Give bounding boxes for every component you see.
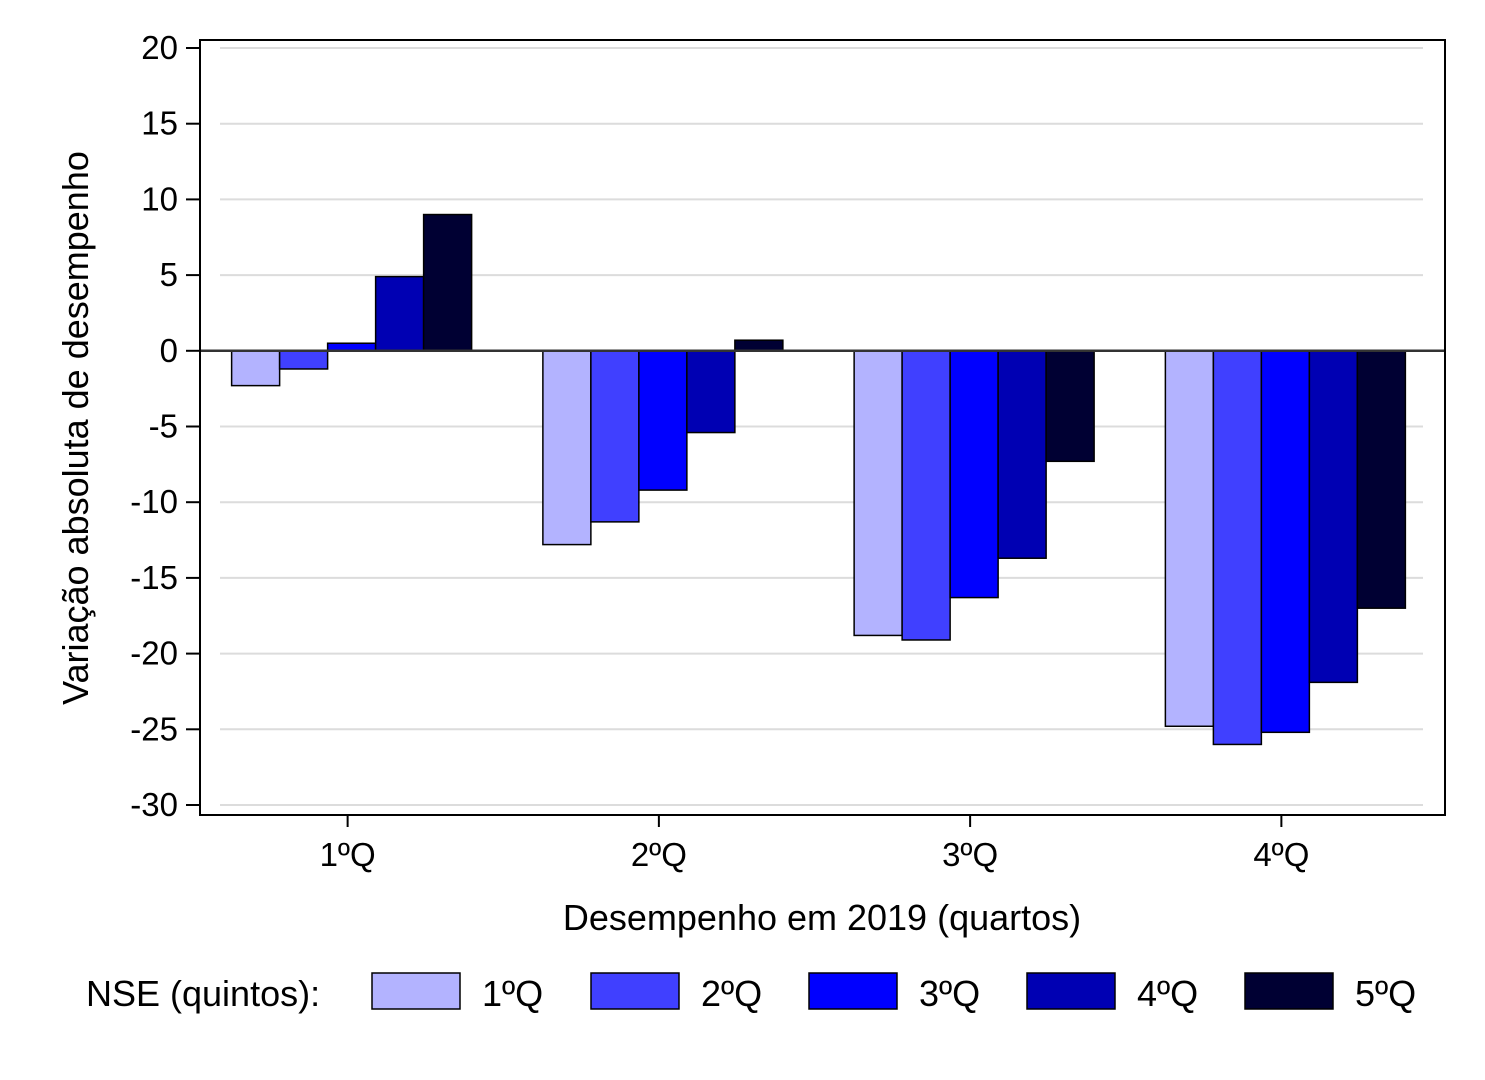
- bar: [1260, 350, 1311, 734]
- x-axis: 1ºQ 2ºQ 3ºQ 4ºQ: [320, 815, 1309, 873]
- legend-label: 5ºQ: [1355, 973, 1416, 1014]
- x-axis-title: Desempenho em 2019 (quartos): [563, 897, 1081, 938]
- bar: [638, 350, 688, 491]
- y-tick-label: -20: [130, 635, 178, 672]
- y-tick-label: -30: [130, 786, 178, 823]
- bar: [230, 350, 281, 387]
- bar: [1045, 350, 1095, 463]
- legend-swatch: [1244, 972, 1334, 1010]
- y-tick-label: -25: [130, 710, 178, 747]
- legend-label: 1ºQ: [482, 973, 543, 1014]
- bar: [997, 350, 1047, 559]
- legend-swatch: [590, 972, 680, 1010]
- bar: [374, 275, 425, 352]
- legend-label: 2ºQ: [701, 973, 762, 1014]
- bar: [542, 350, 592, 546]
- legend-label: 4ºQ: [1137, 973, 1198, 1014]
- y-tick-label: 15: [141, 105, 178, 142]
- legend-label: 3ºQ: [919, 973, 980, 1014]
- y-axis: 20 15 10 5 0 -5 -10 -15 -20 -25 -30: [130, 29, 200, 823]
- bar: [1212, 350, 1263, 746]
- bar: [1164, 350, 1215, 728]
- y-tick-label: 20: [141, 29, 178, 66]
- y-tick-label: -5: [149, 408, 178, 445]
- legend-title: NSE (quintos):: [86, 973, 320, 1014]
- legend-swatch: [371, 972, 461, 1010]
- bar: [422, 213, 473, 352]
- bar: [1308, 350, 1359, 684]
- y-tick-label: 5: [160, 256, 178, 293]
- bar: [1356, 350, 1407, 609]
- legend-swatch: [808, 972, 898, 1010]
- bar: [949, 350, 999, 599]
- bar: [901, 350, 951, 641]
- bar: [853, 350, 903, 637]
- legend-swatch: [1026, 972, 1116, 1010]
- y-tick-label: -15: [130, 559, 178, 596]
- x-tick-label: 4ºQ: [1253, 836, 1309, 873]
- bar: [278, 350, 329, 370]
- y-tick-label: 0: [160, 332, 178, 369]
- bar: [686, 350, 736, 434]
- legend: NSE (quintos): 1ºQ 2ºQ 3ºQ 4ºQ 5ºQ: [86, 972, 1416, 1014]
- bars: [230, 213, 1407, 746]
- bar: [734, 339, 784, 352]
- y-axis-title: Variação absoluta de desempenho: [55, 151, 96, 705]
- y-tick-label: 10: [141, 180, 178, 217]
- bar: [590, 350, 640, 523]
- x-tick-label: 2ºQ: [631, 836, 687, 873]
- y-tick-label: -10: [130, 483, 178, 520]
- x-tick-label: 3ºQ: [942, 836, 998, 873]
- x-tick-label: 1ºQ: [320, 836, 376, 873]
